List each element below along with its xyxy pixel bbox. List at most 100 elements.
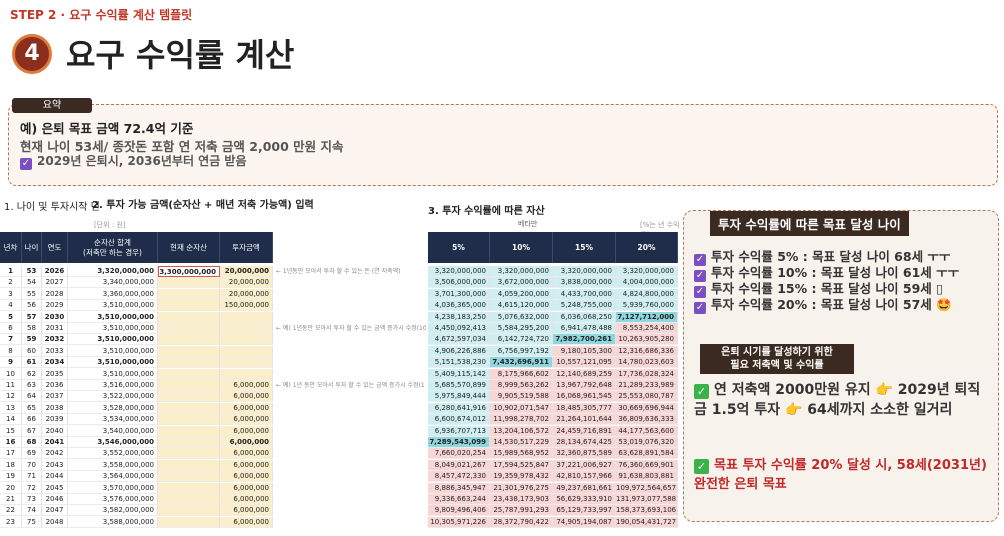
cell: 6,756,997,192 xyxy=(490,345,553,357)
plan-text: ✓ 연 저축액 2000만원 유지 👉 2029년 퇴직금 1.5억 투자 👉 6… xyxy=(694,380,990,420)
cell xyxy=(158,505,220,517)
cell: 76,360,669,901 xyxy=(616,459,678,471)
cell: 7,432,696,911 xyxy=(490,357,553,369)
cell: 2044 xyxy=(42,471,68,483)
cell: 4,824,800,000 xyxy=(616,288,678,300)
summary-text: 2029년 은퇴시, 2036년부터 연금 받음 xyxy=(37,154,247,168)
cell: 2 xyxy=(0,277,22,289)
cell: 7,127,712,000 xyxy=(616,311,678,323)
cell: 6,000,000 xyxy=(220,471,273,483)
cell: 6,142,724,720 xyxy=(490,334,553,346)
cell: 11,998,278,702 xyxy=(490,414,553,426)
cell xyxy=(158,516,220,528)
cell: 7,289,543,099 xyxy=(428,437,490,448)
cell: 2043 xyxy=(42,459,68,471)
cell: 16,068,961,545 xyxy=(553,391,616,403)
cell: 2046 xyxy=(42,494,68,505)
cell: 22 xyxy=(0,505,22,517)
cell: 6,000,000 xyxy=(220,459,273,471)
cell: 10,902,071,547 xyxy=(490,402,553,414)
row-note: ← 1년동안 모아서 투자 할 수 있는 돈 (연 저축액) xyxy=(276,268,401,275)
cell: 55 xyxy=(22,288,42,300)
cell: 28,134,674,425 xyxy=(553,437,616,448)
cell: 24,459,716,891 xyxy=(553,425,616,437)
row-note: ← 예) 1년동안 모아서 투자 할 수 있는 금액 증가시 수정(10 xyxy=(276,325,426,332)
cell: 2026 xyxy=(42,266,68,277)
cell: 7 xyxy=(0,334,22,346)
cell: 2039 xyxy=(42,414,68,426)
cell: 66 xyxy=(22,414,42,426)
cell xyxy=(158,391,220,403)
cell: 2027 xyxy=(42,277,68,289)
cell xyxy=(158,437,220,448)
panel-item: ✓ 투자 수익률 10% : 목표 달성 나이 61세 ㅜㅜ xyxy=(694,262,959,282)
cell: 2045 xyxy=(42,482,68,494)
cell xyxy=(158,380,220,391)
column-header: 현재 순자산 xyxy=(158,232,220,263)
cell: 60 xyxy=(22,345,42,357)
cell: 6,036,068,250 xyxy=(553,311,616,323)
cell: 3,510,000,000 xyxy=(68,311,158,323)
cell: 4,615,120,000 xyxy=(490,300,553,312)
cell: 63 xyxy=(22,380,42,391)
column-header: 나이 xyxy=(22,232,42,263)
checkbox: ✓ xyxy=(694,286,706,298)
cell: 6,000,000 xyxy=(220,494,273,505)
cell: 10,557,121,095 xyxy=(553,357,616,369)
cell: 3,576,000,000 xyxy=(68,494,158,505)
cell xyxy=(158,357,220,369)
cell: 6,000,000 xyxy=(220,391,273,403)
cell: 64 xyxy=(22,391,42,403)
cell: 20,000,000 xyxy=(220,288,273,300)
cell: 3,522,000,000 xyxy=(68,391,158,403)
goal: 목표 투자 수익률 20% 달성 시, 58세(2031년) 완전한 은퇴 목표 xyxy=(694,458,987,492)
cell: 54 xyxy=(22,277,42,289)
cell: 36,809,636,333 xyxy=(616,414,678,426)
cell: 5,151,538,230 xyxy=(428,357,490,369)
column-header: 15% xyxy=(553,232,616,263)
cell: 19 xyxy=(0,471,22,483)
cell: 9,905,519,588 xyxy=(490,391,553,403)
cell xyxy=(158,311,220,323)
cell: 3,552,000,000 xyxy=(68,448,158,460)
cell: 18,485,305,777 xyxy=(553,402,616,414)
column-header: 5% xyxy=(428,232,490,263)
sub-note: 베타만 xyxy=(518,220,538,228)
cell: 30,669,696,944 xyxy=(616,402,678,414)
cell: 63,628,891,584 xyxy=(616,448,678,460)
cell: 3,320,000,000 xyxy=(553,266,616,277)
cell: 8 xyxy=(0,345,22,357)
cell: 17,736,028,324 xyxy=(616,368,678,380)
cell: 3,340,000,000 xyxy=(68,277,158,289)
cell: 5,076,632,000 xyxy=(490,311,553,323)
cell: 2035 xyxy=(42,368,68,380)
item-text: 투자 수익률 5% : 목표 달성 나이 68세 ㅜㅜ xyxy=(711,249,951,264)
cell: 3,534,000,000 xyxy=(68,414,158,426)
cell: 61 xyxy=(22,357,42,369)
cell: 4,450,092,413 xyxy=(428,323,490,334)
cell: 150,000,000 xyxy=(220,300,273,312)
panel-item: ✓ 투자 수익률 15% : 목표 달성 나이 59세 ▯ xyxy=(694,278,943,298)
cell: 68 xyxy=(22,437,42,448)
cell: 6,936,707,713 xyxy=(428,425,490,437)
cell xyxy=(158,288,220,300)
cell: 5,975,849,444 xyxy=(428,391,490,403)
cell xyxy=(158,334,220,346)
panel-title: 투자 수익률에 따른 목표 달성 나이 xyxy=(710,211,909,236)
cell: 20 xyxy=(0,482,22,494)
panel-item: ✓ 투자 수익률 5% : 목표 달성 나이 68세 ㅜㅜ xyxy=(694,246,950,266)
cell: 53,019,076,320 xyxy=(616,437,678,448)
column-header: 순자산 합계 (저축만 하는 경우) xyxy=(68,232,158,263)
cell: 6,000,000 xyxy=(220,448,273,460)
cell: 109,972,564,657 xyxy=(616,482,678,494)
cell: 2040 xyxy=(42,425,68,437)
cell: 2030 xyxy=(42,311,68,323)
cell: 44,177,563,600 xyxy=(616,425,678,437)
cell: 3,510,000,000 xyxy=(68,334,158,346)
cell: 2041 xyxy=(42,437,68,448)
section-label: 3. 투자 수익률에 따른 자산 xyxy=(428,206,545,217)
cell: 3,564,000,000 xyxy=(68,471,158,483)
cell: 15,989,568,952 xyxy=(490,448,553,460)
cell: 3,510,000,000 xyxy=(68,323,158,334)
cell: 59 xyxy=(22,334,42,346)
